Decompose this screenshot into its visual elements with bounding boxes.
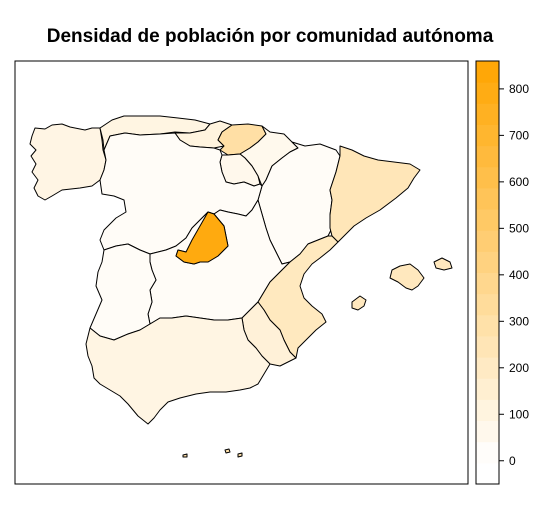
color-legend-step [476, 61, 499, 83]
color-legend-step [476, 272, 499, 295]
legend-tick-label: 400 [509, 268, 529, 282]
color-legend-step [476, 145, 499, 168]
color-legend-step [476, 251, 499, 273]
legend-tick-label: 200 [509, 361, 529, 375]
region-cataluna[interactable] [329, 145, 421, 243]
region-canarias-1[interactable] [182, 453, 188, 458]
color-legend-step [476, 378, 499, 400]
legend-tick-label: 300 [509, 314, 529, 328]
color-legend-step [476, 399, 499, 422]
color-legend-frame [475, 60, 500, 485]
region-canarias-3[interactable] [237, 452, 243, 458]
region-baleares-menorca[interactable] [433, 257, 453, 271]
region-andalucia[interactable] [85, 315, 271, 425]
legend-tick-label: 600 [509, 175, 529, 189]
color-legend-step [476, 441, 499, 464]
color-legend-step [476, 230, 499, 252]
region-baleares-ibiza[interactable] [351, 295, 367, 311]
legend-tick-label: 100 [509, 407, 529, 421]
legend-tick-label: 800 [509, 82, 529, 96]
color-legend-step [476, 314, 499, 337]
map-panel [14, 60, 469, 485]
color-legend-step [476, 124, 499, 147]
region-extremadura[interactable] [89, 243, 157, 341]
region-baleares[interactable] [389, 263, 425, 291]
region-galicia[interactable] [29, 123, 107, 201]
color-legend-step [476, 166, 499, 189]
color-legend-step [476, 293, 499, 316]
legend-tick-label: 0 [509, 454, 516, 468]
region-canarias-2[interactable] [224, 448, 231, 454]
color-legend-step [476, 82, 499, 104]
color-legend: 0 100 200 300 400 500 600 700 800 [475, 60, 529, 485]
chart-title: Densidad de población por comunidad autó… [46, 26, 494, 47]
region-madrid[interactable] [175, 211, 229, 265]
color-legend-step [476, 462, 499, 485]
color-legend-step [476, 335, 499, 358]
color-legend-step [476, 420, 499, 443]
legend-tick-label: 500 [509, 221, 529, 235]
color-legend-step [476, 357, 499, 379]
color-legend-step [476, 187, 499, 210]
legend-tick-label: 700 [509, 128, 529, 142]
color-legend-step [476, 209, 499, 231]
color-legend-step [476, 103, 499, 125]
